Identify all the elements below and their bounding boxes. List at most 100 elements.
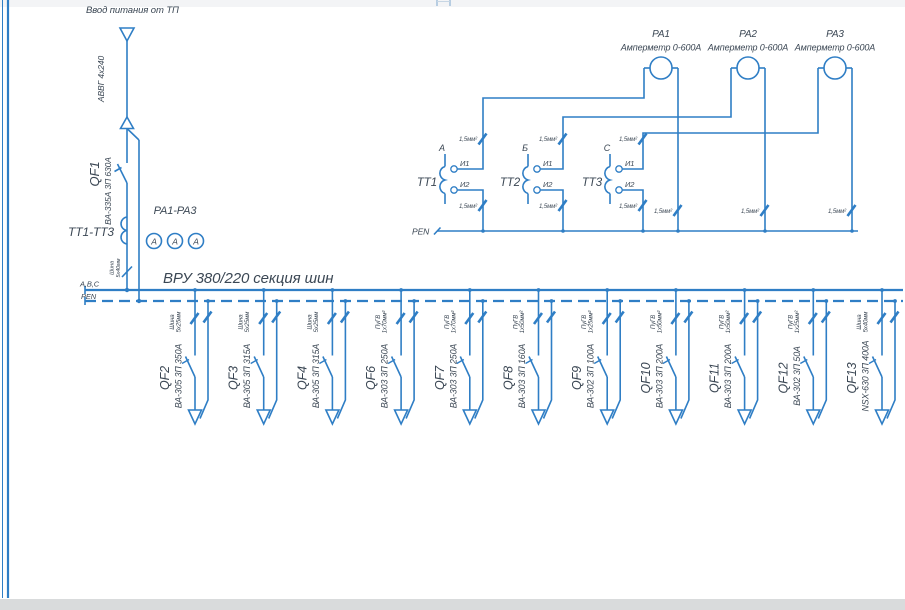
feeder-cable-line: 5х25мм [177, 312, 183, 333]
feeder-cable-line: ПуГВ [582, 315, 588, 329]
feeder-type-label: ВА-305 3П 350А [174, 344, 184, 409]
ammeter-circle-icon [823, 56, 847, 80]
feeder-id-label: QF3 [227, 366, 241, 390]
feeder-cable-line: ПуГВ [514, 315, 520, 329]
ammeter-letter: A [171, 237, 178, 247]
ammeter-type-label: Амперметр 0-600А [620, 43, 702, 53]
feeder-type-label: ВА-302 3П 50А [792, 346, 802, 406]
junction-dot [605, 288, 610, 292]
abc-bus-label: А,В,С [79, 280, 100, 289]
ammeter-circle-icon [649, 56, 673, 80]
terminal-circle [615, 165, 623, 173]
incoming-busbar-label: Шина 5х40мм [110, 258, 123, 277]
feeder-id-label: QF7 [433, 365, 447, 390]
feeder-id-label: QF11 [708, 363, 722, 393]
load-arrow-icon [668, 409, 684, 426]
incoming-breaker-id: QF1 [87, 162, 102, 187]
feeder-type-label: ВА-302 3П 100А [586, 344, 596, 409]
feeder-cable-line: ПуГВ [376, 315, 382, 329]
bus-section: А,В,С PEN ВРУ 380/220 секция шин [79, 270, 903, 305]
incoming-cable-label: АВВГ 4х240 [96, 56, 106, 104]
breaker-symbol [114, 163, 128, 184]
feeder-cable-line: 1х50мм² [520, 310, 526, 334]
feeder-cable-line: Шина [170, 314, 176, 330]
breaker-symbol [525, 356, 540, 378]
junction-dot [893, 299, 897, 303]
feeder-cable-line: 1х50мм² [726, 310, 732, 334]
busbar-line: 5х40мм [116, 258, 122, 277]
junction-dot [412, 299, 416, 303]
breaker-symbol [456, 356, 471, 378]
ammeter-id-label: РА2 [739, 29, 757, 40]
metering-ct-2: 1,5мм² 1,5мм² Б ТТ2 И1 И2 [500, 68, 732, 233]
wire-size-label: 1,5мм² [654, 209, 673, 215]
breaker-symbol [731, 356, 746, 378]
wire-size-label: 1,5мм² [619, 204, 638, 210]
incoming-ct-label: ТТ1-ТТ3 [68, 225, 114, 239]
junction-dot [261, 288, 266, 292]
feeder-id-label: QF10 [639, 362, 653, 393]
feeder-type-label: ВА-305 3П 315А [242, 344, 252, 409]
terminal-circle [450, 165, 458, 173]
incoming-breaker-type: ВА-335А 3П 630А [103, 157, 113, 225]
wire-size-label: 1,5мм² [459, 137, 478, 143]
feeder-cable-line: ПуГВ [720, 315, 726, 329]
feeder-id-label: QF9 [570, 366, 584, 390]
ct-id-label: ТТ1 [417, 177, 437, 189]
junction-dot [763, 229, 767, 233]
junction-dot [467, 288, 472, 292]
feeder-id-label: QF6 [364, 366, 378, 390]
feeder-type-label: ВА-303 3П 200А [654, 344, 664, 409]
incoming-feeder: Ввод питания от ТП АВВГ 4х240 QF1 ВА-335… [68, 5, 205, 304]
metering-ct-1: 1,5мм² 1,5мм² А ТТ1 И1 И2 [417, 68, 645, 233]
connector-icon [119, 115, 135, 130]
junction-slash-icon [121, 265, 133, 278]
junction-dot [811, 288, 816, 292]
wire-size-label: 1,5мм² [741, 209, 760, 215]
ammeter-letter: A [150, 237, 157, 247]
wire-size-label: 1,5мм² [619, 137, 638, 143]
terminal-label: И2 [543, 180, 553, 189]
junction-dot [880, 288, 884, 292]
breaker-symbol [181, 356, 196, 378]
junction-dot [755, 299, 760, 303]
busbar-line: Шина [110, 261, 116, 275]
feeder-cable-line: 1х70мм² [451, 310, 457, 334]
junction-dot [399, 288, 403, 292]
junction-dot [742, 288, 747, 292]
junction-dot [343, 299, 348, 303]
load-arrow-icon [530, 409, 547, 426]
load-arrow-icon [874, 409, 890, 426]
junction-dot [674, 288, 678, 292]
load-arrow-icon [805, 409, 822, 426]
feeder-QF9: QF9 ВА-302 3П 100А ПуГВ 1х25мм² [570, 288, 625, 426]
feeder-QF6: QF6 ВА-303 3П 250А ПуГВ 1х70мм² [364, 288, 419, 426]
ct-id-label: ТТ3 [582, 177, 603, 189]
feeder-type-label: ВА-305 3П 315А [311, 344, 321, 409]
feeder-cable-line: 1х25мм² [795, 310, 801, 334]
feeder-QF4: QF4 ВА-305 3П 315А Шина 5х25мм [295, 288, 350, 426]
feeder-cable-line: Шина [857, 314, 863, 330]
terminal-circle [450, 186, 458, 194]
load-arrow-icon [187, 409, 203, 426]
bus-title: ВРУ 380/220 секция шин [163, 270, 333, 287]
load-arrow-icon [255, 409, 272, 426]
terminal-circle [533, 186, 541, 194]
junction-dot [824, 299, 829, 303]
junction-dot [480, 299, 485, 303]
wire-size-label: 1,5мм² [539, 204, 558, 210]
feeder-QF10: QF10 ВА-303 3П 200А ПуГВ 1х50мм² [639, 288, 694, 426]
feeder-id-label: QF13 [845, 362, 859, 393]
ammeter-type-label: Амперметр 0-600А [794, 43, 876, 53]
feeder-QF12: QF12 ВА-302 3П 50А ПуГВ 1х25мм² [776, 288, 831, 426]
feeder-type-label: ВА-303 3П 250А [380, 344, 390, 409]
feeder-id-label: QF4 [295, 366, 309, 390]
feeder-QF2: QF2 ВА-305 3П 350А Шина 5х25мм [158, 288, 213, 426]
ammeter-letter: A [192, 237, 199, 247]
terminal-label: И1 [625, 159, 634, 168]
pen-bus-label: PEN [81, 292, 97, 301]
feeder-QF11: QF11 ВА-303 3П 200А ПуГВ 1х50мм² [708, 288, 763, 426]
feeder-cable-line: 5х25мм [245, 312, 251, 333]
ammeter-pa3: 1,5мм² РА3 Амперметр 0-600А [794, 29, 876, 233]
